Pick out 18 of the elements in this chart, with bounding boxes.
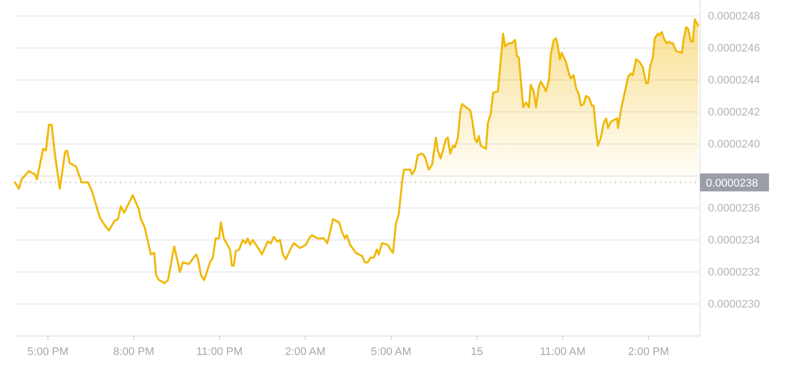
y-tick-label: 0.0000234 — [708, 234, 760, 247]
y-tick-label: 0.0000242 — [708, 106, 760, 119]
y-tick-label: 0.0000244 — [708, 74, 760, 87]
x-tick-label: 2:00 AM — [285, 346, 326, 358]
y-tick-label: 0.0000232 — [708, 266, 760, 279]
y-tick-label: 0.0000248 — [708, 10, 760, 23]
x-tick-label: 8:00 PM — [113, 346, 154, 358]
x-tick-label: 11:00 PM — [196, 346, 243, 358]
y-tick-label: 0.0000246 — [708, 42, 760, 55]
x-tick-label: 5:00 PM — [27, 346, 68, 358]
x-tick-label: 15 — [470, 346, 484, 358]
y-tick-label: 0.0000240 — [708, 138, 760, 151]
ref-line-label: 0.0000238 — [706, 177, 758, 190]
y-tick-label: 0.0000236 — [708, 202, 760, 215]
x-tick-label: 5:00 AM — [370, 346, 412, 358]
y-tick-label: 0.0000230 — [708, 298, 760, 311]
x-tick-label: 2:00 PM — [628, 346, 669, 358]
x-tick-label: 11:00 AM — [540, 346, 586, 358]
